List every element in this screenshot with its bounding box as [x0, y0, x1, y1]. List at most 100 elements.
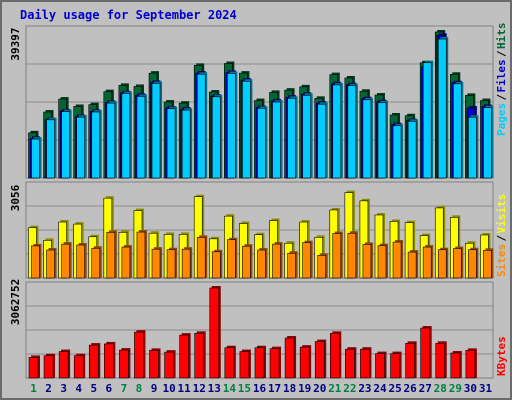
bar-kbytes-23: [360, 347, 372, 379]
bar-pages-22: [347, 83, 358, 179]
bar-pages-30: [468, 115, 479, 179]
legend-separator: /: [495, 235, 508, 242]
bar-kbytes-30: [465, 348, 477, 379]
x-label-26: 26: [404, 382, 418, 395]
bar-kbytes-9: [149, 348, 161, 379]
max-label-visits: 3056: [9, 184, 22, 211]
bar-sites-24: [377, 243, 388, 279]
bar-sites-14: [227, 237, 238, 279]
bar-kbytes-26: [405, 341, 417, 379]
bar-sites-25: [392, 240, 404, 279]
bar-sites-15: [242, 244, 253, 279]
bar-pages-18: [287, 96, 298, 179]
x-label-17: 17: [268, 382, 281, 395]
bar-sites-26: [407, 250, 419, 279]
bar-pages-10: [166, 106, 178, 179]
bar-kbytes-24: [375, 351, 387, 379]
x-label-12: 12: [193, 382, 206, 395]
bar-kbytes-11: [179, 333, 191, 379]
bar-sites-7: [121, 245, 132, 279]
bar-kbytes-29: [450, 351, 462, 379]
bar-sites-13: [211, 249, 223, 279]
bar-sites-10: [166, 247, 178, 279]
bar-kbytes-6: [104, 341, 116, 379]
bar-pages-27: [422, 60, 434, 179]
bar-pages-4: [76, 115, 87, 179]
bar-sites-19: [302, 240, 313, 279]
bar-pages-14: [227, 71, 238, 179]
bar-pages-1: [31, 137, 42, 179]
bar-pages-23: [362, 97, 373, 179]
x-label-20: 20: [313, 382, 326, 395]
bar-pages-26: [407, 119, 419, 179]
bar-kbytes-17: [269, 346, 282, 379]
x-label-16: 16: [253, 382, 267, 395]
x-label-22: 22: [343, 382, 356, 395]
bar-pages-21: [332, 82, 343, 179]
bar-kbytes-8: [134, 330, 146, 379]
bar-sites-30: [468, 247, 479, 279]
bar-pages-8: [136, 94, 147, 179]
bar-pages-5: [91, 110, 102, 179]
bar-sites-5: [91, 246, 102, 279]
chart-title: Daily usage for September 2024: [20, 8, 237, 22]
max-label-hits: 39397: [9, 27, 22, 60]
bar-pages-11: [181, 108, 193, 179]
x-label-6: 6: [106, 382, 113, 395]
x-label-11: 11: [178, 382, 192, 395]
legend-pages: Pages: [495, 103, 508, 136]
bar-sites-23: [362, 242, 373, 279]
x-label-4: 4: [75, 382, 82, 395]
bar-kbytes-15: [239, 349, 251, 379]
panel-hits: [25, 25, 494, 179]
bar-kbytes-12: [194, 331, 206, 379]
legend-visits: Visits: [495, 194, 508, 234]
bar-sites-21: [332, 231, 343, 279]
legend-hits: Hits: [495, 23, 508, 50]
bar-kbytes-18: [284, 336, 297, 379]
bar-kbytes-10: [164, 350, 176, 379]
bar-sites-27: [422, 245, 434, 279]
x-label-30: 30: [464, 382, 477, 395]
bar-kbytes-4: [73, 353, 86, 379]
bar-sites-17: [272, 242, 283, 279]
bar-sites-28: [437, 247, 449, 279]
bar-pages-17: [272, 100, 283, 179]
bar-pages-24: [377, 100, 388, 179]
bar-pages-29: [453, 81, 464, 179]
bar-kbytes-20: [314, 339, 327, 379]
x-label-25: 25: [388, 382, 401, 395]
x-label-10: 10: [162, 382, 175, 395]
bar-sites-9: [151, 247, 163, 279]
bar-sites-2: [46, 248, 57, 279]
legend-separator: /: [495, 94, 508, 101]
legend-sites: Sites: [495, 244, 508, 277]
bar-kbytes-14: [224, 345, 236, 379]
bar-pages-6: [106, 101, 117, 179]
x-label-31: 31: [479, 382, 493, 395]
x-label-15: 15: [238, 382, 251, 395]
bar-kbytes-28: [435, 341, 447, 379]
bar-pages-2: [46, 117, 57, 179]
bar-kbytes-2: [43, 353, 56, 379]
panels: [25, 25, 494, 379]
bar-sites-8: [136, 230, 147, 279]
bar-pages-19: [302, 93, 313, 179]
bar-sites-18: [287, 251, 298, 279]
bar-pages-15: [242, 79, 253, 179]
bar-kbytes-1: [28, 355, 40, 379]
x-label-24: 24: [373, 382, 387, 395]
x-label-21: 21: [328, 382, 342, 395]
x-label-3: 3: [60, 382, 67, 395]
bar-sites-20: [317, 253, 328, 279]
x-label-9: 9: [151, 382, 158, 395]
bar-kbytes-3: [58, 349, 71, 379]
x-label-7: 7: [121, 382, 128, 395]
legend-separator: /: [495, 50, 508, 57]
x-label-29: 29: [449, 382, 462, 395]
bar-pages-9: [151, 81, 163, 179]
bar-kbytes-16: [254, 345, 266, 379]
bar-pages-13: [211, 94, 223, 179]
